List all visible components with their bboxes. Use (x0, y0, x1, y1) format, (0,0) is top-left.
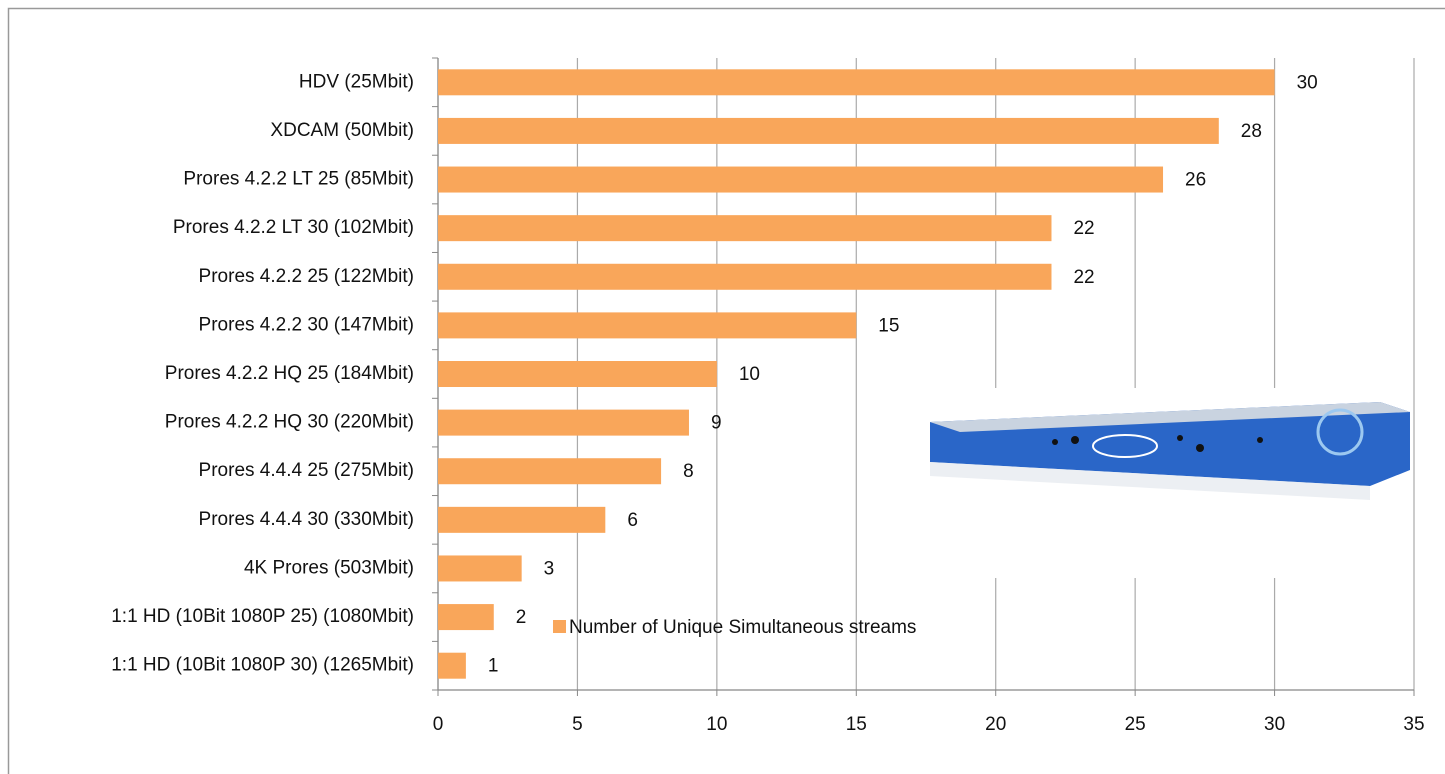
y-tick-label: Prores 4.4.4 25 (275Mbit) (199, 460, 414, 481)
value-label: 9 (711, 413, 722, 434)
value-label: 30 (1297, 72, 1318, 93)
value-label: 3 (544, 558, 555, 579)
server-hole (1177, 435, 1183, 441)
bar (438, 69, 1275, 96)
x-tick-label: 0 (433, 714, 444, 735)
bar (438, 117, 1219, 144)
server-hole (1052, 439, 1058, 445)
bar (438, 458, 662, 485)
server-top (930, 402, 1410, 432)
legend-label: Number of Unique Simultaneous streams (569, 617, 916, 638)
y-tick-label: Prores 4.2.2 HQ 25 (184Mbit) (165, 363, 414, 384)
x-tick-label: 15 (846, 714, 867, 735)
value-label: 10 (739, 364, 760, 385)
y-tick-label: XDCAM (50Mbit) (270, 120, 414, 141)
bar (438, 312, 857, 339)
server-badge (1316, 408, 1364, 456)
bar (438, 215, 1052, 242)
y-tick-label: 1:1 HD (10Bit 1080P 30) (1265Mbit) (111, 655, 414, 676)
y-tick-label: Prores 4.2.2 LT 25 (85Mbit) (183, 169, 414, 190)
bar (438, 166, 1164, 193)
bar (438, 652, 466, 679)
value-label: 15 (878, 315, 899, 336)
product-image (912, 388, 1412, 578)
bar (438, 263, 1052, 290)
y-tick-label: Prores 4.2.2 30 (147Mbit) (199, 314, 414, 335)
y-tick-label: Prores 4.2.2 HQ 30 (220Mbit) (165, 412, 414, 433)
value-label: 2 (516, 607, 527, 628)
server-reflection (930, 462, 1370, 500)
chart-frame (7, 7, 1445, 774)
server-hole (1257, 437, 1263, 443)
x-tick-label: 5 (572, 714, 583, 735)
x-tick-label: 25 (1125, 714, 1146, 735)
value-label: 28 (1241, 121, 1262, 142)
x-tick-label: 20 (985, 714, 1006, 735)
y-tick-label: 4K Prores (503Mbit) (244, 557, 414, 578)
bar (438, 506, 606, 533)
value-label: 22 (1073, 218, 1094, 239)
bar (438, 409, 689, 436)
x-tick-label: 10 (706, 714, 727, 735)
y-tick-label: HDV (25Mbit) (299, 71, 414, 92)
x-tick-label: 30 (1264, 714, 1285, 735)
value-label: 26 (1185, 170, 1206, 191)
y-tick-label: Prores 4.4.4 30 (330Mbit) (199, 509, 414, 530)
x-tick-label: 35 (1403, 714, 1424, 735)
value-label: 6 (627, 510, 638, 531)
value-label: 1 (488, 656, 499, 677)
bar (438, 361, 717, 387)
bar (438, 555, 522, 582)
y-tick-label: 1:1 HD (10Bit 1080P 25) (1080Mbit) (111, 606, 414, 627)
value-label: 22 (1073, 267, 1094, 288)
y-tick-label: Prores 4.2.2 LT 30 (102Mbit) (173, 217, 414, 238)
bar (438, 604, 494, 631)
server-hole (1196, 444, 1204, 452)
y-tick-label: Prores 4.2.2 25 (122Mbit) (199, 266, 414, 287)
server-hole (1071, 436, 1079, 444)
server-logo (1092, 434, 1158, 458)
value-label: 8 (683, 461, 694, 482)
legend-swatch (553, 620, 566, 633)
